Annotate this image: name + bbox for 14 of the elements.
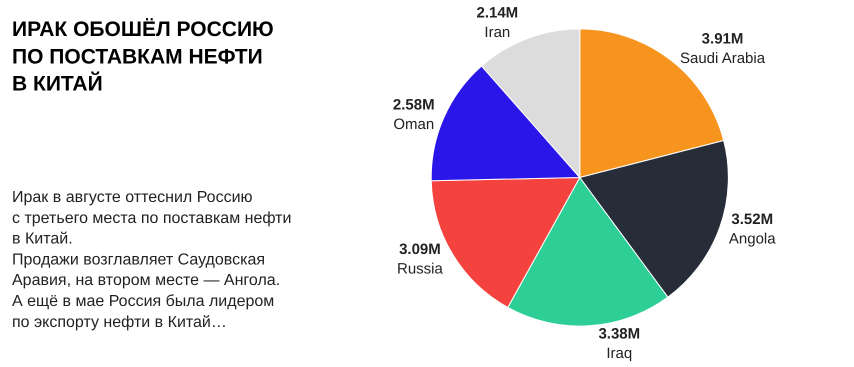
data-label: 2.58M	[392, 96, 435, 114]
slice-label: Russia	[396, 260, 444, 278]
slice-label: Iran	[484, 24, 510, 41]
data-label: 2.14M	[476, 4, 518, 22]
text: ИРАК ОБОШЁЛ РОССИЮ ПО ПОСТАВКАМ НЕФТИ В КИТАЙ	[12, 18, 274, 96]
slice-label: Angola	[728, 230, 776, 248]
slice-label: Oman	[393, 116, 434, 134]
slice-label: Saudi Arabia	[680, 50, 766, 67]
data-label: 3.09M	[399, 240, 441, 258]
text: Ирак в августе оттеснил Россию с третьего места по поставкам нефти в Китай. Продажи возглавляет Саудовская Аравия, на втором месте — Ангола. А ещё в мае Россия была лидером по экспорту нефти в Китай…	[12, 189, 292, 331]
slice-label: Iraq	[606, 345, 632, 362]
data-label: 3.38M	[598, 326, 640, 343]
data-label: 3.52M	[731, 211, 774, 228]
data-label: 3.91M	[702, 30, 744, 48]
